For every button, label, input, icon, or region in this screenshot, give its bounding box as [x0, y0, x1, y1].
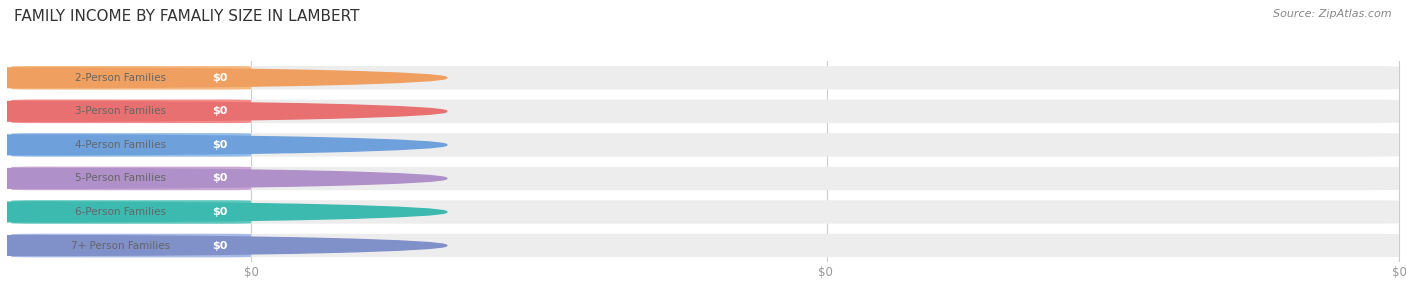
FancyBboxPatch shape [11, 167, 252, 190]
Text: $0: $0 [212, 106, 228, 116]
Text: $0: $0 [212, 174, 228, 183]
FancyBboxPatch shape [11, 200, 252, 224]
Text: $0: $0 [212, 207, 228, 217]
Circle shape [0, 202, 447, 222]
FancyBboxPatch shape [11, 133, 1399, 157]
FancyBboxPatch shape [11, 133, 252, 157]
FancyBboxPatch shape [45, 203, 195, 221]
FancyBboxPatch shape [45, 135, 195, 154]
FancyBboxPatch shape [45, 236, 195, 255]
Text: 2-Person Families: 2-Person Families [75, 73, 166, 83]
FancyBboxPatch shape [11, 167, 1399, 190]
FancyBboxPatch shape [11, 200, 1399, 224]
Circle shape [0, 135, 447, 155]
FancyBboxPatch shape [11, 66, 252, 90]
Text: 7+ Person Families: 7+ Person Families [70, 241, 170, 250]
Text: 4-Person Families: 4-Person Families [75, 140, 166, 150]
FancyBboxPatch shape [45, 68, 195, 87]
FancyBboxPatch shape [11, 66, 1399, 90]
Circle shape [0, 236, 447, 255]
Text: $0: $0 [212, 241, 228, 250]
Text: Source: ZipAtlas.com: Source: ZipAtlas.com [1274, 9, 1392, 19]
Text: 6-Person Families: 6-Person Families [75, 207, 166, 217]
Circle shape [0, 169, 447, 188]
Text: 3-Person Families: 3-Person Families [75, 106, 166, 116]
Text: 5-Person Families: 5-Person Families [75, 174, 166, 183]
FancyBboxPatch shape [11, 100, 252, 123]
FancyBboxPatch shape [45, 169, 195, 188]
FancyBboxPatch shape [11, 234, 252, 257]
Circle shape [0, 68, 447, 88]
FancyBboxPatch shape [11, 100, 1399, 123]
Text: $0: $0 [212, 140, 228, 150]
FancyBboxPatch shape [11, 234, 1399, 257]
Text: FAMILY INCOME BY FAMALIY SIZE IN LAMBERT: FAMILY INCOME BY FAMALIY SIZE IN LAMBERT [14, 9, 360, 24]
Text: $0: $0 [212, 73, 228, 83]
Circle shape [0, 102, 447, 121]
FancyBboxPatch shape [45, 102, 195, 121]
